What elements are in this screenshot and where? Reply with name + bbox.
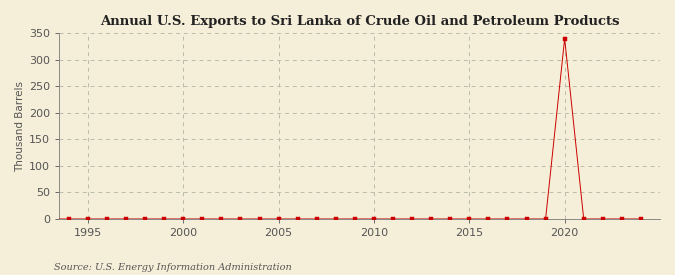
Y-axis label: Thousand Barrels: Thousand Barrels bbox=[15, 81, 25, 172]
Text: Source: U.S. Energy Information Administration: Source: U.S. Energy Information Administ… bbox=[54, 263, 292, 271]
Title: Annual U.S. Exports to Sri Lanka of Crude Oil and Petroleum Products: Annual U.S. Exports to Sri Lanka of Crud… bbox=[100, 15, 620, 28]
